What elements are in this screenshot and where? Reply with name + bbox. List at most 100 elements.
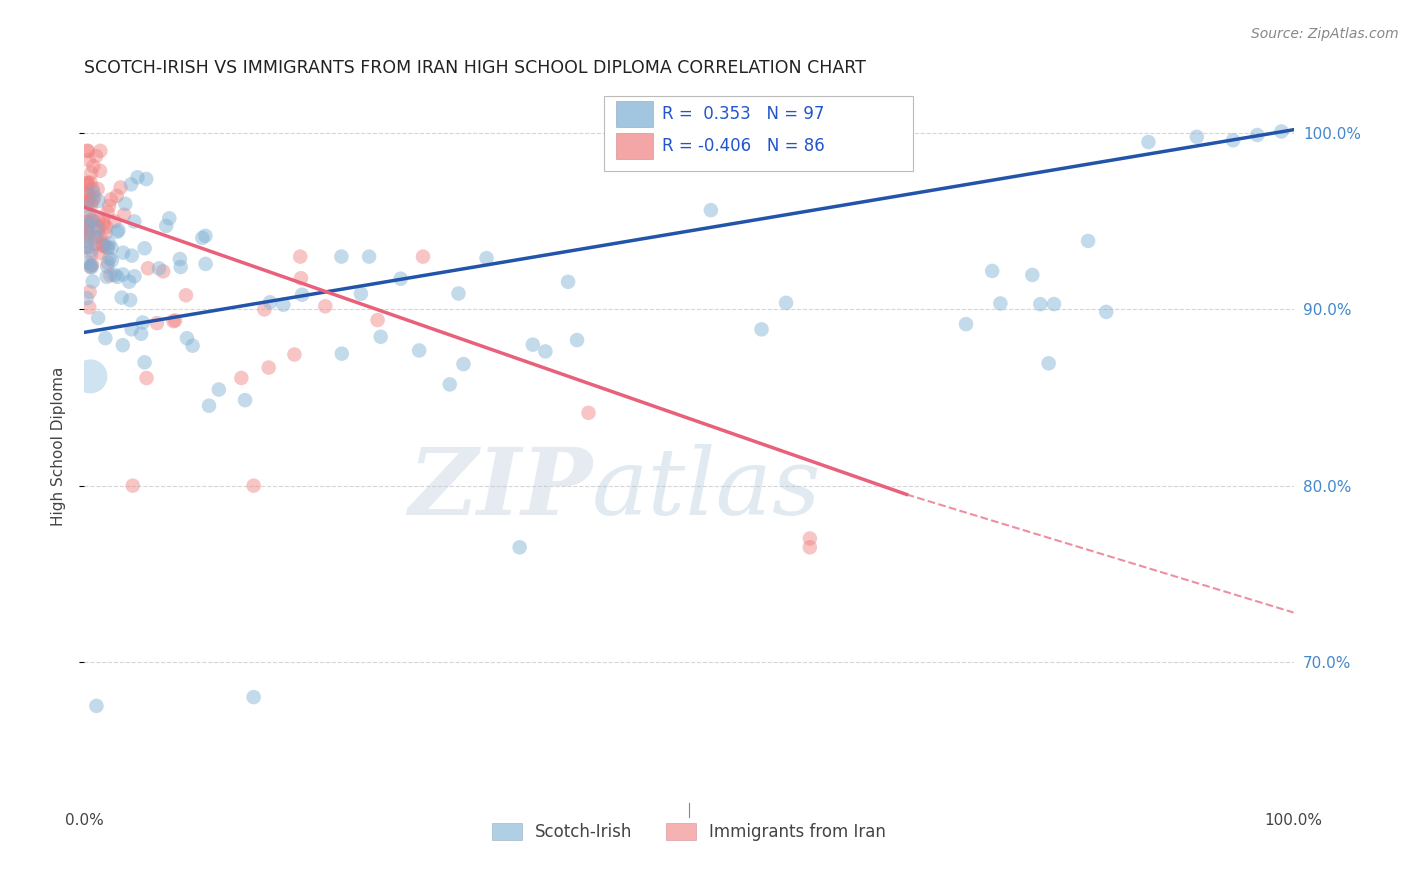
- Point: [169, 260, 191, 274]
- Point: [93, 218, 115, 232]
- Point: [121, 322, 143, 336]
- Point: [82, 182, 104, 196]
- Point: [107, 223, 129, 237]
- Point: [114, 197, 136, 211]
- Point: [79, 176, 101, 190]
- Point: [330, 250, 353, 264]
- Point: [86, 698, 108, 713]
- Point: [87, 219, 110, 234]
- Point: [103, 214, 125, 228]
- Point: [89, 230, 111, 244]
- Point: [80, 244, 103, 258]
- Point: [273, 298, 295, 312]
- Bar: [616, 134, 652, 159]
- Text: SCOTCH-IRISH VS IMMIGRANTS FROM IRAN HIGH SCHOOL DIPLOMA CORRELATION CHART: SCOTCH-IRISH VS IMMIGRANTS FROM IRAN HIG…: [84, 59, 866, 77]
- Point: [242, 690, 264, 704]
- Point: [112, 245, 135, 260]
- Point: [76, 186, 98, 200]
- Point: [77, 255, 100, 269]
- Point: [80, 258, 103, 272]
- Point: [96, 219, 118, 234]
- Point: [565, 333, 588, 347]
- Point: [198, 399, 221, 413]
- FancyBboxPatch shape: [605, 96, 912, 171]
- Point: [700, 203, 723, 218]
- Point: [86, 221, 108, 235]
- Point: [100, 193, 122, 207]
- Point: [79, 369, 101, 384]
- Point: [97, 241, 120, 255]
- Point: [82, 214, 104, 228]
- Point: [1029, 297, 1052, 311]
- Point: [87, 224, 110, 238]
- Point: [290, 250, 312, 264]
- Bar: [616, 102, 652, 127]
- Point: [76, 200, 98, 214]
- Point: [121, 478, 143, 492]
- Point: [76, 234, 98, 248]
- Point: [76, 144, 98, 158]
- Point: [94, 331, 117, 345]
- Point: [370, 330, 392, 344]
- Point: [98, 199, 121, 213]
- Point: [77, 240, 100, 254]
- Point: [83, 189, 105, 203]
- Point: [291, 287, 314, 301]
- Point: [259, 295, 281, 310]
- Point: [191, 231, 214, 245]
- Point: [82, 275, 104, 289]
- Point: [181, 339, 204, 353]
- Point: [80, 166, 103, 180]
- Point: [111, 291, 134, 305]
- Point: [91, 239, 114, 253]
- Point: [135, 371, 157, 385]
- Point: [1270, 124, 1292, 138]
- Point: [121, 249, 143, 263]
- Point: [134, 355, 156, 369]
- Point: [98, 251, 121, 265]
- Point: [955, 317, 977, 331]
- Point: [96, 269, 118, 284]
- Point: [93, 239, 115, 253]
- Point: [146, 316, 169, 330]
- Point: [751, 322, 773, 336]
- Point: [79, 188, 101, 202]
- Point: [330, 346, 353, 360]
- Point: [242, 478, 264, 492]
- Point: [165, 313, 187, 327]
- Point: [162, 314, 184, 328]
- Point: [314, 299, 336, 313]
- Text: Source: ZipAtlas.com: Source: ZipAtlas.com: [1251, 27, 1399, 41]
- Point: [799, 541, 821, 555]
- Point: [1038, 356, 1060, 370]
- Point: [118, 275, 141, 289]
- Point: [134, 241, 156, 255]
- Point: [111, 268, 134, 282]
- Point: [76, 178, 98, 192]
- Point: [82, 212, 104, 227]
- Legend: Scotch-Irish, Immigrants from Iran: Scotch-Irish, Immigrants from Iran: [485, 816, 893, 848]
- Point: [124, 269, 146, 284]
- Point: [534, 344, 557, 359]
- Point: [82, 186, 104, 200]
- Point: [447, 286, 470, 301]
- Point: [157, 211, 180, 226]
- Point: [389, 271, 412, 285]
- Point: [1185, 129, 1208, 144]
- Point: [77, 224, 100, 238]
- Point: [253, 302, 276, 317]
- Point: [84, 230, 107, 244]
- Point: [76, 221, 98, 235]
- Text: R = -0.406   N = 86: R = -0.406 N = 86: [662, 137, 825, 155]
- Point: [84, 149, 107, 163]
- Point: [96, 205, 118, 219]
- Point: [79, 260, 101, 274]
- Point: [231, 371, 253, 385]
- Point: [136, 261, 159, 276]
- Point: [132, 316, 155, 330]
- Point: [86, 182, 108, 196]
- Point: [176, 331, 198, 345]
- Point: [80, 260, 103, 275]
- Point: [89, 246, 111, 260]
- Point: [97, 255, 120, 269]
